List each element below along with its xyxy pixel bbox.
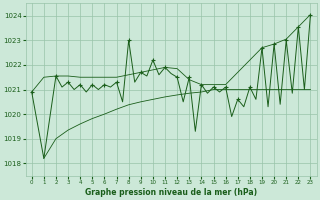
- X-axis label: Graphe pression niveau de la mer (hPa): Graphe pression niveau de la mer (hPa): [85, 188, 257, 197]
